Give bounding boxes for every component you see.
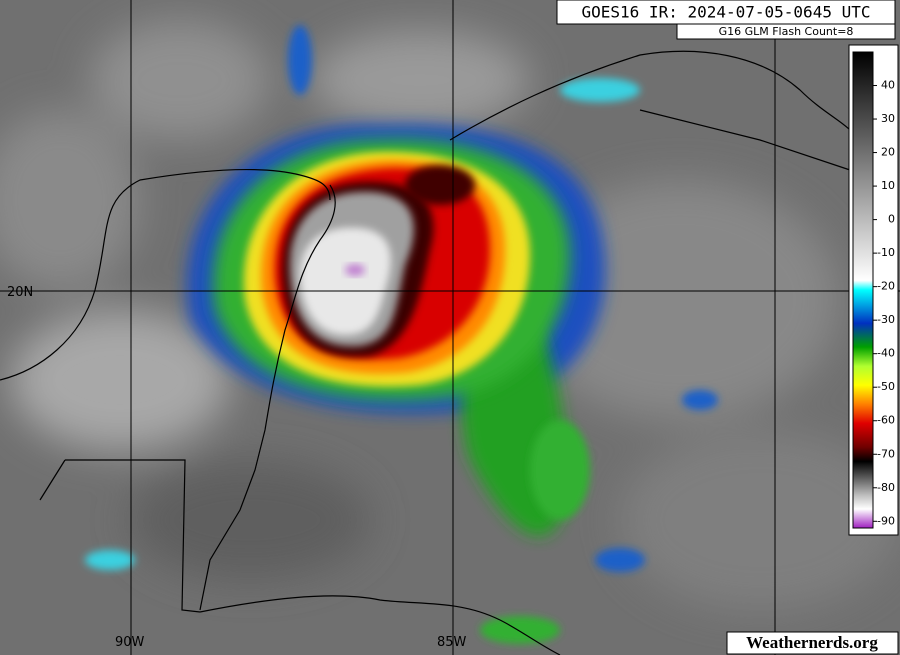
- colorbar-tick-label: -40: [877, 347, 895, 360]
- clouds: [0, 20, 900, 610]
- colorbar-tick-label: -20: [877, 280, 895, 293]
- lon-label: 85W: [437, 635, 467, 650]
- subtitle: G16 GLM Flash Count=8: [719, 25, 854, 38]
- colorbar-tick-label: -50: [877, 380, 895, 393]
- subtitle-box: [676, 23, 896, 40]
- colorbar-tick-label: -70: [877, 447, 895, 460]
- colorbar-tick-label: -10: [877, 246, 895, 259]
- colorbar-tick-label: 10: [881, 179, 895, 192]
- coastlines: [0, 50, 851, 655]
- colorbar-tick-label: -80: [877, 481, 895, 494]
- colorbar-tick-label: 40: [881, 79, 895, 92]
- colorbar-tick-label: -30: [877, 313, 895, 326]
- lat-label: 20N: [7, 285, 33, 300]
- title: GOES16 IR: 2024-07-05-0645 UTC: [582, 3, 871, 22]
- colorbar-tick-label: 30: [881, 112, 895, 125]
- title-box: [556, 0, 896, 25]
- colorbar-tick-label: -90: [877, 514, 895, 527]
- colorbar-tick-label: -60: [877, 414, 895, 427]
- lon-label: 90W: [115, 635, 145, 650]
- colorbar-tick-label: 0: [888, 213, 895, 226]
- colorbar: [852, 51, 874, 529]
- convection: [85, 25, 718, 644]
- colorbar-ticks: 40 30 20 10 0 -10 -20 -30 -40 -50 -60 -70 -80 -90: [873, 79, 895, 527]
- credit: Weathernerds.org: [746, 633, 878, 652]
- colorbar-tick-label: 20: [881, 146, 895, 159]
- credit-box: [726, 631, 899, 655]
